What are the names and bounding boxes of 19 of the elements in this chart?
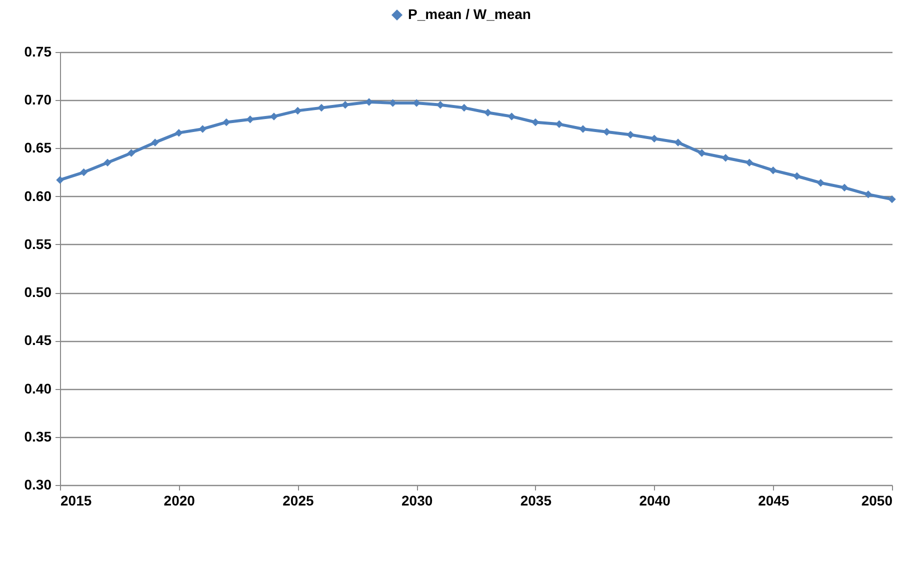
- y-tick-label: 0.45: [24, 332, 52, 348]
- x-tick-label: 2025: [282, 492, 314, 508]
- x-tick-label: 2020: [164, 492, 196, 508]
- x-tick-label: 2030: [401, 492, 433, 508]
- y-tick-label: 0.30: [24, 476, 52, 492]
- legend-label: P_mean / W_mean: [408, 6, 531, 22]
- x-tick-label: 2045: [758, 492, 790, 508]
- y-tick-label: 0.60: [24, 188, 52, 204]
- y-tick-label: 0.70: [24, 92, 52, 108]
- y-tick-label: 0.65: [24, 140, 52, 156]
- x-tick-label: 2015: [60, 492, 92, 508]
- x-tick-label: 2040: [639, 492, 671, 508]
- y-tick-label: 0.40: [24, 380, 52, 396]
- y-tick-label: 0.75: [24, 44, 52, 60]
- x-tick-label: 2050: [861, 492, 893, 508]
- y-tick-label: 0.35: [24, 428, 52, 444]
- x-tick-label: 2035: [520, 492, 552, 508]
- y-tick-label: 0.55: [24, 236, 52, 252]
- y-tick-label: 0.50: [24, 284, 52, 300]
